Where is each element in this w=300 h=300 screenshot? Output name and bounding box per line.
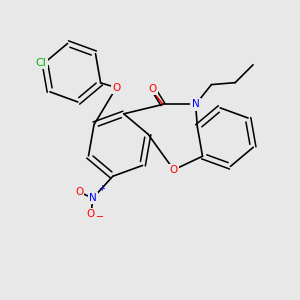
Text: Cl: Cl xyxy=(35,58,46,68)
Text: O: O xyxy=(87,209,95,219)
Text: O: O xyxy=(112,82,120,93)
Text: O: O xyxy=(170,165,178,175)
Text: N: N xyxy=(192,99,200,110)
Text: −: − xyxy=(96,212,104,222)
Text: O: O xyxy=(75,187,83,197)
Text: +: + xyxy=(98,184,105,193)
Text: O: O xyxy=(149,84,157,94)
Text: N: N xyxy=(89,193,97,203)
